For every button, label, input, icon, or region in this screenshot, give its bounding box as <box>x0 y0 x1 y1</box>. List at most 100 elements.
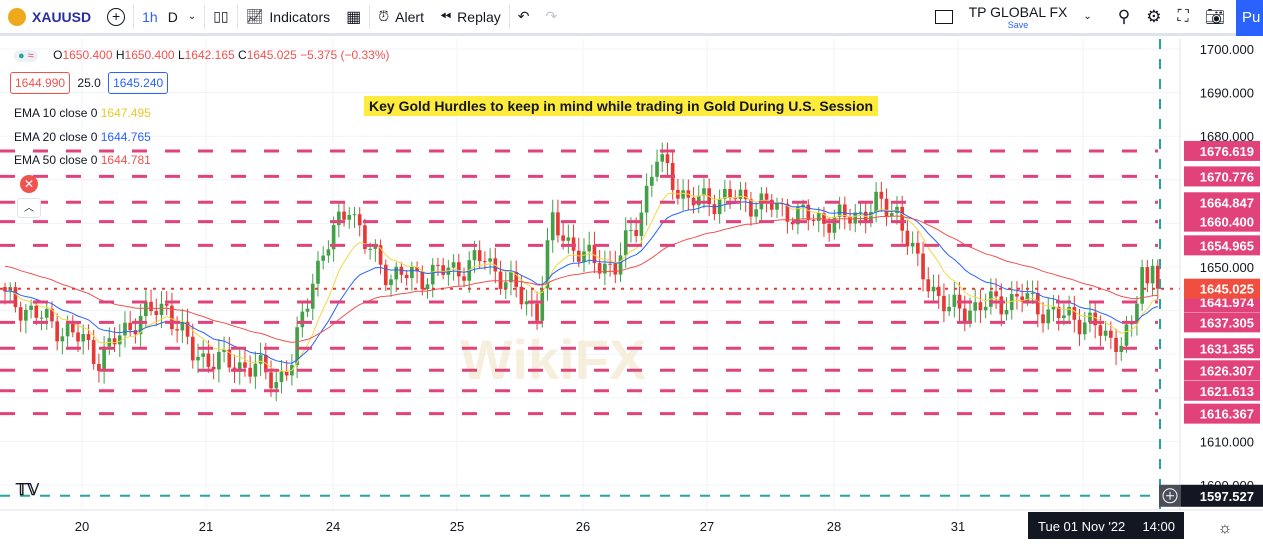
candle-body <box>509 271 513 283</box>
alarm-icon: ⏰︎ <box>378 8 390 24</box>
candle-body <box>837 204 842 217</box>
gold-icon <box>8 7 26 26</box>
candle-body <box>201 353 206 357</box>
time-tick-label: 27 <box>700 519 714 534</box>
price-axis[interactable] <box>1180 39 1263 510</box>
candle-body <box>389 279 393 286</box>
candles-icon[interactable]: ▯▯ <box>213 8 229 24</box>
candle-body <box>357 214 362 226</box>
candle-body <box>18 307 23 321</box>
templates-icon[interactable]: ▦ <box>346 8 362 26</box>
candle-body <box>420 271 425 290</box>
candle-body <box>404 274 409 279</box>
chart-annotation[interactable]: Key Gold Hurdles to keep in mind while t… <box>364 96 879 116</box>
level-price-label <box>1184 360 1260 381</box>
add-level-button[interactable] <box>1159 484 1181 507</box>
candle-body <box>102 346 106 371</box>
crosshair-price-label <box>1181 484 1263 507</box>
search-icon[interactable]: ⚲ <box>1117 6 1131 26</box>
candle-body <box>217 351 221 370</box>
candle-body <box>243 362 247 368</box>
price-chart[interactable]: WikiFX 1700.000 1690.000 1680.000 1650.000 16… <box>0 39 1263 541</box>
candle-body <box>524 301 529 305</box>
layout-icon[interactable] <box>927 0 961 35</box>
undo-icon[interactable]: ↶ <box>517 8 530 24</box>
candle-body <box>456 262 461 277</box>
candle-body <box>1030 293 1035 295</box>
candle-body <box>775 203 779 210</box>
level-price-label <box>1184 312 1260 333</box>
candle-body <box>295 327 299 366</box>
candle-body <box>712 204 717 215</box>
candle-body <box>754 209 758 217</box>
publish-button[interactable]: Pu <box>1236 0 1263 36</box>
fullscreen-icon[interactable]: ⛶ <box>1177 7 1189 25</box>
interval-d[interactable]: D <box>167 8 178 25</box>
ema-legend-10[interactable]: EMA 10 close 0 1647.495 <box>14 106 151 120</box>
settings-sun-icon[interactable]: ☼ <box>1218 520 1233 537</box>
crosshair-time-label <box>1028 512 1184 539</box>
candle-body <box>1035 293 1040 315</box>
candle-body <box>284 371 289 376</box>
remove-icon[interactable]: ✕ <box>20 175 38 193</box>
candle-body <box>978 302 983 311</box>
level-price-text: 1637.305 <box>1200 315 1254 330</box>
buy-button[interactable]: 1645.240 <box>108 72 169 94</box>
candle-body <box>394 266 399 280</box>
redo-icon[interactable]: ↷ <box>545 8 558 24</box>
symbol-button[interactable]: XAUUSD <box>0 0 99 35</box>
candle-body <box>436 264 440 266</box>
candle-body <box>962 308 967 322</box>
layout-name[interactable]: TP GLOBAL FX Save <box>968 3 1068 30</box>
ema-legend-50[interactable]: EMA 50 close 0 1644.781 <box>14 153 151 167</box>
candle-body <box>326 249 331 256</box>
level-price-label <box>1184 235 1260 256</box>
chart-canvas[interactable]: WikiFX 1700.000 1690.000 1680.000 1650.000 16… <box>0 39 1263 541</box>
candle-body <box>743 189 748 200</box>
candle-body <box>227 349 232 368</box>
candle-body <box>29 305 33 310</box>
chevron-down-icon[interactable]: ⌄ <box>1083 11 1092 22</box>
collapse-legend-button[interactable]: ︿ <box>17 198 41 218</box>
interval-1h[interactable]: 1h <box>142 8 158 25</box>
candle-body <box>1088 312 1092 323</box>
time-tick-label: 31 <box>951 519 965 534</box>
level-price-label <box>1184 166 1260 187</box>
candle-body <box>258 354 263 364</box>
camera-icon[interactable]: 📷︎ <box>1204 8 1225 26</box>
candle-body <box>634 230 638 236</box>
sell-button[interactable]: 1644.990 <box>10 72 71 94</box>
candle-body <box>785 203 790 222</box>
candle-body <box>1056 306 1061 318</box>
gear-icon[interactable]: ⚙ <box>1146 6 1162 26</box>
candle-body <box>97 363 101 371</box>
ema-legend-20[interactable]: EMA 20 close 0 1644.765 <box>14 130 151 144</box>
candle-body <box>973 302 978 311</box>
candle-body <box>858 211 863 213</box>
candle-body <box>488 258 492 262</box>
candle-body <box>874 191 878 213</box>
candle-body <box>1155 265 1160 289</box>
watermark: WikiFX <box>460 328 646 391</box>
candle-body <box>733 198 738 200</box>
candle-body <box>848 216 852 224</box>
last-price-text: 1645.025 <box>1200 282 1254 297</box>
candle-body <box>279 371 284 383</box>
candle-body <box>1062 315 1066 318</box>
alert-button[interactable]: ⏰︎ Alert <box>378 8 424 25</box>
candle-body <box>603 263 607 274</box>
replay-button[interactable]: ⏪︎ Replay <box>439 8 501 25</box>
candle-body <box>378 245 383 265</box>
candle-body <box>832 216 837 233</box>
chevron-down-icon[interactable]: ⌄ <box>187 11 197 22</box>
level-price-text: 1664.847 <box>1200 195 1254 210</box>
candle-body <box>410 267 414 279</box>
candle-body <box>535 303 539 321</box>
level-price-text: 1631.355 <box>1200 341 1254 356</box>
candle-body <box>498 271 503 290</box>
indicators-button[interactable]: 📈︎ Indicators <box>245 8 331 25</box>
add-symbol-button[interactable]: + <box>99 0 133 35</box>
candle-body <box>936 286 941 296</box>
candle-body <box>154 311 159 316</box>
candle-body <box>540 288 545 321</box>
